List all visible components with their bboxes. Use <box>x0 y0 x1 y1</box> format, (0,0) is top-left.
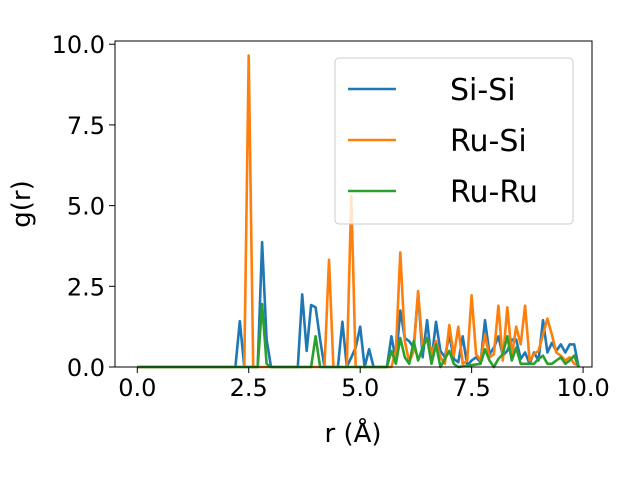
legend-label: Si-Si <box>450 73 516 108</box>
legend-label: Ru-Si <box>450 124 527 159</box>
x-axis-label: r (Å) <box>324 417 381 449</box>
legend-label: Ru-Ru <box>450 175 538 210</box>
plot-frame <box>114 40 593 368</box>
y-axis-label: g(r) <box>7 180 37 227</box>
y-tick-label: 5.0 <box>67 193 105 221</box>
legend: Si-Si Ru-Si Ru-Ru <box>334 57 574 225</box>
x-axis: 0.0 2.5 5.0 7.5 10.0 <box>118 367 610 402</box>
x-tick-label: 10.0 <box>556 374 609 402</box>
y-axis: 0.0 2.5 5.0 7.5 10.0 <box>52 31 115 382</box>
y-tick-label: 0.0 <box>67 354 105 382</box>
x-tick-label: 0.0 <box>118 374 156 402</box>
y-tick-label: 10.0 <box>52 31 105 59</box>
x-tick-label: 2.5 <box>230 374 268 402</box>
y-tick-label: 7.5 <box>67 112 105 140</box>
x-tick-label: 5.0 <box>341 374 379 402</box>
y-tick-label: 2.5 <box>67 273 105 301</box>
series-line-si-si <box>137 240 580 369</box>
x-tick-label: 7.5 <box>453 374 491 402</box>
legend-entries: Si-Si Ru-Si Ru-Ru <box>348 73 538 210</box>
legend-box <box>334 57 574 225</box>
